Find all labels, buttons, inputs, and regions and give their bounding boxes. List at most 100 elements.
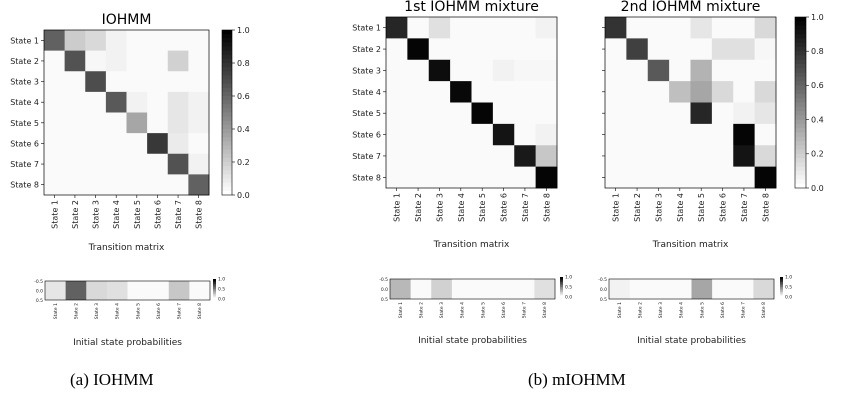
init-mix2-colorbar-step: [780, 292, 783, 294]
iohmm-colorbar-step: [222, 129, 232, 134]
mix1-cell: [471, 145, 494, 168]
iohmm-ytick-label: State 1: [10, 36, 39, 45]
iohmm-xtick-label: State 5: [133, 200, 142, 229]
init-iohmm-frame: [44, 280, 211, 301]
mix2-cell: [733, 38, 756, 61]
init-mix2-colorbar-step: [780, 287, 783, 289]
iohmm-cell: [85, 133, 107, 155]
mix1-cell: [450, 59, 472, 82]
mix2-colorbar-step: [795, 72, 806, 78]
mix2-cell: [669, 102, 691, 125]
iohmm-cell: [147, 174, 169, 196]
mix1-cell: [386, 38, 408, 61]
mix1-cell: [450, 81, 472, 103]
mix1-cell: [471, 59, 494, 82]
mix1-cell: [492, 17, 515, 39]
init-mix2-colorbar-label: 0.0: [785, 295, 792, 301]
init-mix2-xtick-label: State 1: [617, 302, 623, 318]
init-mix1-xtick-label: State 5: [480, 302, 486, 318]
iohmm-cell: [64, 112, 86, 134]
mix2-cell: [754, 38, 777, 61]
iohmm-cell: [167, 30, 189, 52]
iohmm-colorbar-step: [222, 149, 232, 155]
mix2-cell: [754, 166, 777, 189]
init-mix1-xtick-label: State 6: [501, 302, 507, 318]
iohmm-cell: [126, 174, 148, 196]
mix1-cell: [492, 81, 515, 103]
mix2-colorbar-step: [795, 170, 806, 176]
mix1-xlabel: Transition matrix: [433, 240, 510, 250]
iohmm-xtick-label: State 7: [174, 200, 183, 229]
init-iohmm-colorbar-step: [213, 280, 216, 283]
iohmm-ytick-label: State 4: [10, 98, 39, 107]
mix2-cell: [605, 81, 627, 103]
iohmm-colorbar-step: [222, 153, 232, 159]
iohmm-cell: [105, 133, 127, 155]
mix1-ytick-label: State 3: [352, 66, 381, 75]
init-mix1-cell: [390, 279, 412, 299]
mix1-cell: [492, 38, 515, 61]
mix2-cell: [647, 166, 670, 189]
init-iohmm-cell: [127, 281, 149, 300]
mix1-cell: [407, 81, 430, 103]
mix2-cell: [605, 166, 627, 189]
mix1-cell: [407, 38, 430, 61]
mix2-cell: [647, 17, 670, 39]
mix2-colorbar-step: [795, 123, 806, 129]
caption-left: (a) IOHMM: [70, 370, 154, 389]
init-mix1-ytick-label: 0.0: [381, 287, 388, 293]
mix2-colorbar-step: [795, 111, 806, 116]
mix2-cell: [690, 123, 713, 146]
mix2-cell: [733, 145, 756, 168]
iohmm-cell: [147, 91, 169, 113]
iohmm-cell: [44, 112, 66, 134]
iohmm-colorbar-step: [222, 46, 232, 52]
init-iohmm-xtick-label: State 4: [115, 303, 121, 319]
iohmm-colorbar-step: [222, 190, 232, 196]
iohmm-cell: [126, 30, 148, 52]
mix2-cell: [626, 38, 649, 61]
init-iohmm-cell: [86, 281, 108, 300]
iohmm-cell: [188, 91, 210, 113]
init-iohmm-colorbar-label: 0.0: [218, 297, 225, 303]
iohmm-cell: [188, 133, 210, 155]
init-iohmm-cell: [189, 281, 211, 300]
init-iohmm-cell: [168, 281, 190, 300]
iohmm-colorbar-step: [222, 96, 232, 101]
mix2-cell: [669, 81, 691, 103]
init-mix2-colorbar-step: [780, 282, 783, 284]
iohmm-cell: [44, 30, 66, 52]
init-iohmm-xtick-label: State 1: [53, 303, 59, 319]
init-mix2-colorbar-step: [780, 288, 783, 291]
mix2-colorbar-step: [795, 21, 806, 27]
mix1-frame: [385, 16, 558, 189]
init-mix1-colorbar-step: [560, 283, 563, 286]
mix2-cell: [669, 59, 691, 82]
mix1-cell: [514, 17, 537, 39]
init-mix2-xtick-label: State 3: [658, 302, 664, 318]
mix1-cell: [407, 123, 430, 146]
iohmm-colorbar-step: [222, 30, 232, 35]
mix2-colorbar-step: [795, 166, 806, 172]
iohmm-colorbar-step: [222, 170, 232, 175]
mix1-cell: [535, 123, 558, 146]
mix2-xtick-label: State 7: [740, 193, 749, 222]
mix2-cell: [605, 145, 627, 168]
iohmm-cell: [85, 71, 107, 93]
init-mix2-xlabel: Initial state probabilities: [637, 336, 746, 346]
mix1-xtick-label: State 5: [478, 193, 487, 222]
init-iohmm-xtick-label: State 6: [156, 303, 162, 319]
mix2-colorbar-step: [795, 102, 806, 108]
mix2-xtick-label: State 5: [697, 193, 706, 222]
mix2-cell: [647, 59, 670, 82]
mix2-cell: [711, 17, 734, 39]
init-mix2-xtick-label: State 4: [679, 302, 685, 318]
iohmm-colorbar-step: [222, 75, 232, 81]
mix1-ytick-label: State 5: [352, 109, 381, 118]
mix2-colorbar-step: [795, 76, 806, 82]
mix2-colorbar-step: [795, 98, 806, 104]
iohmm-cell: [64, 153, 86, 175]
mix2-colorbar-step: [795, 179, 806, 185]
mix2-colorbar-step: [795, 89, 806, 95]
